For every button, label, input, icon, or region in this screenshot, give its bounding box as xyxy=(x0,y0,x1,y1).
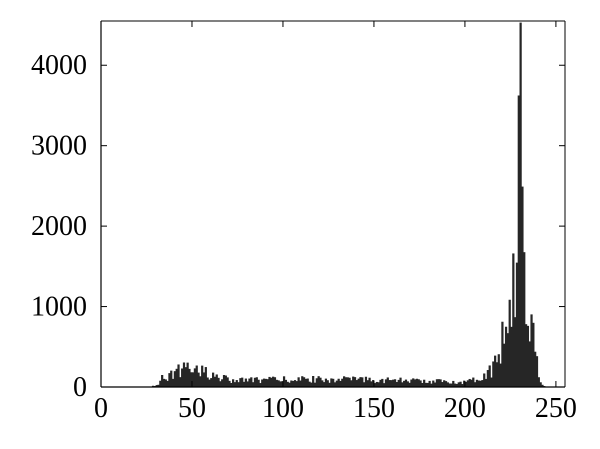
svg-text:200: 200 xyxy=(444,393,486,424)
svg-text:1000: 1000 xyxy=(31,292,87,323)
svg-text:100: 100 xyxy=(262,393,304,424)
svg-text:50: 50 xyxy=(178,393,206,424)
svg-text:0: 0 xyxy=(94,393,108,424)
svg-text:4000: 4000 xyxy=(31,50,87,81)
svg-text:150: 150 xyxy=(353,393,395,424)
svg-text:3000: 3000 xyxy=(31,131,87,162)
svg-text:250: 250 xyxy=(535,393,577,424)
svg-text:0: 0 xyxy=(73,372,87,403)
svg-text:2000: 2000 xyxy=(31,211,87,242)
